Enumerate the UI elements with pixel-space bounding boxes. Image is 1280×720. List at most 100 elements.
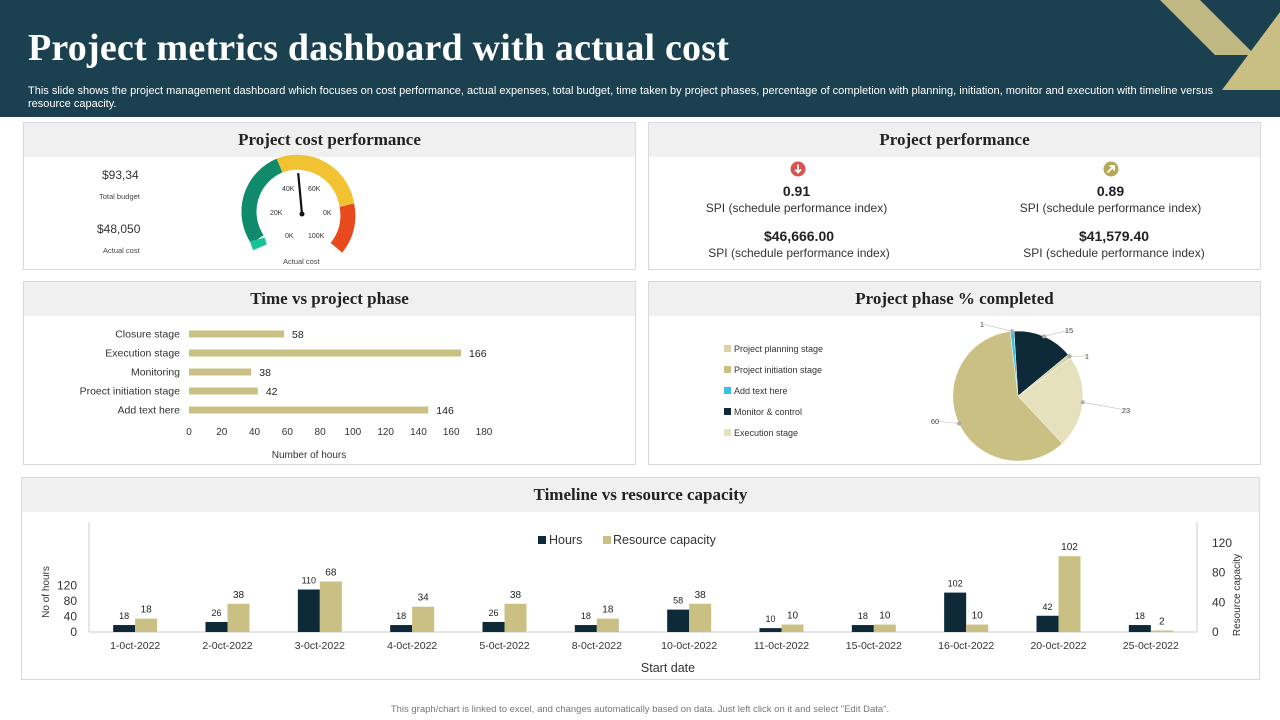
- x-axis-label: Start date: [641, 661, 695, 675]
- bar: [189, 387, 258, 395]
- bar-category-label: Monitoring: [131, 367, 180, 379]
- bar: [189, 368, 252, 376]
- gauge-tick: 0K: [323, 210, 332, 217]
- y-tick-label: 80: [64, 594, 78, 608]
- bar-value-label: 38: [510, 590, 522, 601]
- pie-leader-line: [1082, 402, 1127, 411]
- bar-value-label: 26: [211, 608, 221, 618]
- bar-hours: [667, 609, 690, 632]
- spi-left-label: SPI (schedule performance index): [705, 201, 888, 215]
- gauge-tick: 60K: [308, 186, 321, 193]
- cost-panel-title: Project cost performance: [24, 123, 635, 157]
- bar-value-label: 38: [695, 590, 707, 601]
- x-tick-label: 4-0ct-2022: [387, 640, 437, 652]
- bar-value-label: 166: [469, 348, 487, 360]
- legend-swatch: [724, 408, 731, 415]
- bar-value-label: 38: [233, 590, 245, 601]
- gauge-hub: [299, 211, 305, 217]
- x-tick-label: 160: [443, 427, 460, 438]
- time-phase-chart: Closure stage 58 Execution stage 166 Monitor…: [80, 329, 493, 462]
- bar-value-label: 102: [948, 579, 963, 589]
- timeline-panel: Timeline vs resource capacity Hours Resou…: [21, 477, 1260, 680]
- pie-value-label: 15: [1065, 326, 1073, 335]
- amount-right-label: SPI (schedule performance index): [1023, 246, 1205, 260]
- pie-leader-line: [934, 420, 960, 424]
- bar-hours: [1036, 615, 1059, 632]
- phase-completed-chart: Project planning stage Project initiation…: [724, 320, 1130, 462]
- timeline-title: Timeline vs resource capacity: [22, 478, 1259, 512]
- total-budget-label: Total budget: [99, 192, 140, 201]
- time-phase-title: Time vs project phase: [24, 282, 635, 316]
- bar-resource: [504, 603, 527, 632]
- x-tick-label: 100: [345, 427, 362, 438]
- x-tick-label: 0: [186, 427, 192, 438]
- gauge-needle: [297, 173, 304, 215]
- bar-category-label: Execution stage: [105, 348, 180, 360]
- legend-swatch: [603, 536, 611, 544]
- bar-value-label: 10: [787, 611, 799, 622]
- x-tick-label: 20: [216, 427, 228, 438]
- gauge-tick: 20K: [270, 210, 283, 217]
- bar-value-label: 102: [1061, 542, 1078, 553]
- total-budget-value: $93,34: [102, 168, 139, 182]
- y-tick-label: 40: [64, 610, 78, 624]
- cost-gauge: 0K 20K 40K 60K 0K 100K Actual cost: [241, 154, 356, 266]
- bar-resource: [689, 603, 712, 632]
- x-tick-label: 5-0ct-2022: [479, 640, 529, 652]
- pie-value-label: 23: [1122, 406, 1130, 415]
- bar-hours: [851, 625, 874, 632]
- x-tick-label: 2-0ct-2022: [202, 640, 252, 652]
- x-axis-label: Number of hours: [272, 450, 346, 461]
- performance-panel: Project performance 0.91 SPI (schedule p…: [648, 122, 1261, 270]
- pie-leader-line: [1043, 329, 1070, 337]
- bar-value-label: 42: [266, 386, 278, 398]
- bar-hours: [574, 625, 597, 632]
- bar-hours: [759, 628, 782, 632]
- legend-label: Project planning stage: [734, 344, 823, 354]
- x-tick-label: 180: [476, 427, 493, 438]
- bar-hours: [1128, 625, 1151, 632]
- x-tick-label: 11-0ct-2022: [754, 640, 809, 652]
- legend-swatch: [538, 536, 546, 544]
- time-phase-panel: Time vs project phase Closure stage 58 Exe…: [23, 281, 636, 465]
- bar-resource: [412, 606, 435, 632]
- x-tick-label: 16-0ct-2022: [938, 640, 994, 652]
- arrow-up-right-circle-icon: [1103, 161, 1119, 177]
- spi-left-value: 0.91: [782, 183, 811, 199]
- arrow-down-circle-icon: [790, 161, 806, 177]
- x-tick-label: 120: [377, 427, 394, 438]
- bar: [189, 330, 285, 338]
- legend-label: Project initiation stage: [734, 365, 822, 375]
- bar-resource: [873, 624, 896, 632]
- page-subtitle: This slide shows the project management …: [28, 85, 1213, 110]
- bar-value-label: 110: [302, 576, 316, 586]
- legend-label: Add text here: [734, 386, 788, 396]
- bar-value-label: 18: [141, 605, 153, 616]
- x-tick-label: 3-0ct-2022: [295, 640, 345, 652]
- bar-hours: [482, 621, 505, 632]
- y2-tick-label: 120: [1212, 536, 1232, 550]
- bar-value-label: 2: [1159, 617, 1165, 628]
- gauge-arc-teal: [250, 237, 267, 251]
- pie-label-dot: [1080, 400, 1085, 405]
- bar-value-label: 38: [259, 367, 271, 379]
- x-tick-label: 25-0ct-2022: [1123, 640, 1179, 652]
- bar-resource: [227, 603, 250, 632]
- legend-label: Execution stage: [734, 428, 798, 438]
- bar-resource: [319, 581, 342, 632]
- phase-completed-title: Project phase % completed: [649, 282, 1260, 316]
- pie-value-label: 60: [931, 417, 939, 426]
- spi-right-label: SPI (schedule performance index): [1019, 201, 1202, 215]
- bar-value-label: 146: [436, 405, 454, 417]
- gauge-label: Actual cost: [283, 257, 321, 266]
- legend-label: Resource capacity: [613, 533, 717, 547]
- gauge-arc-red: [330, 203, 356, 253]
- x-tick-label: 10-0ct-2022: [661, 640, 717, 652]
- bar-value-label: 58: [292, 329, 304, 341]
- x-tick-label: 1-0ct-2022: [110, 640, 160, 652]
- bar-resource: [966, 624, 989, 632]
- x-tick-label: 15-0ct-2022: [846, 640, 902, 652]
- bar-value-label: 58: [673, 596, 683, 606]
- phase-completed-panel: Project phase % completed Project planni…: [648, 281, 1261, 465]
- page-title: Project metrics dashboard with actual co…: [28, 27, 730, 69]
